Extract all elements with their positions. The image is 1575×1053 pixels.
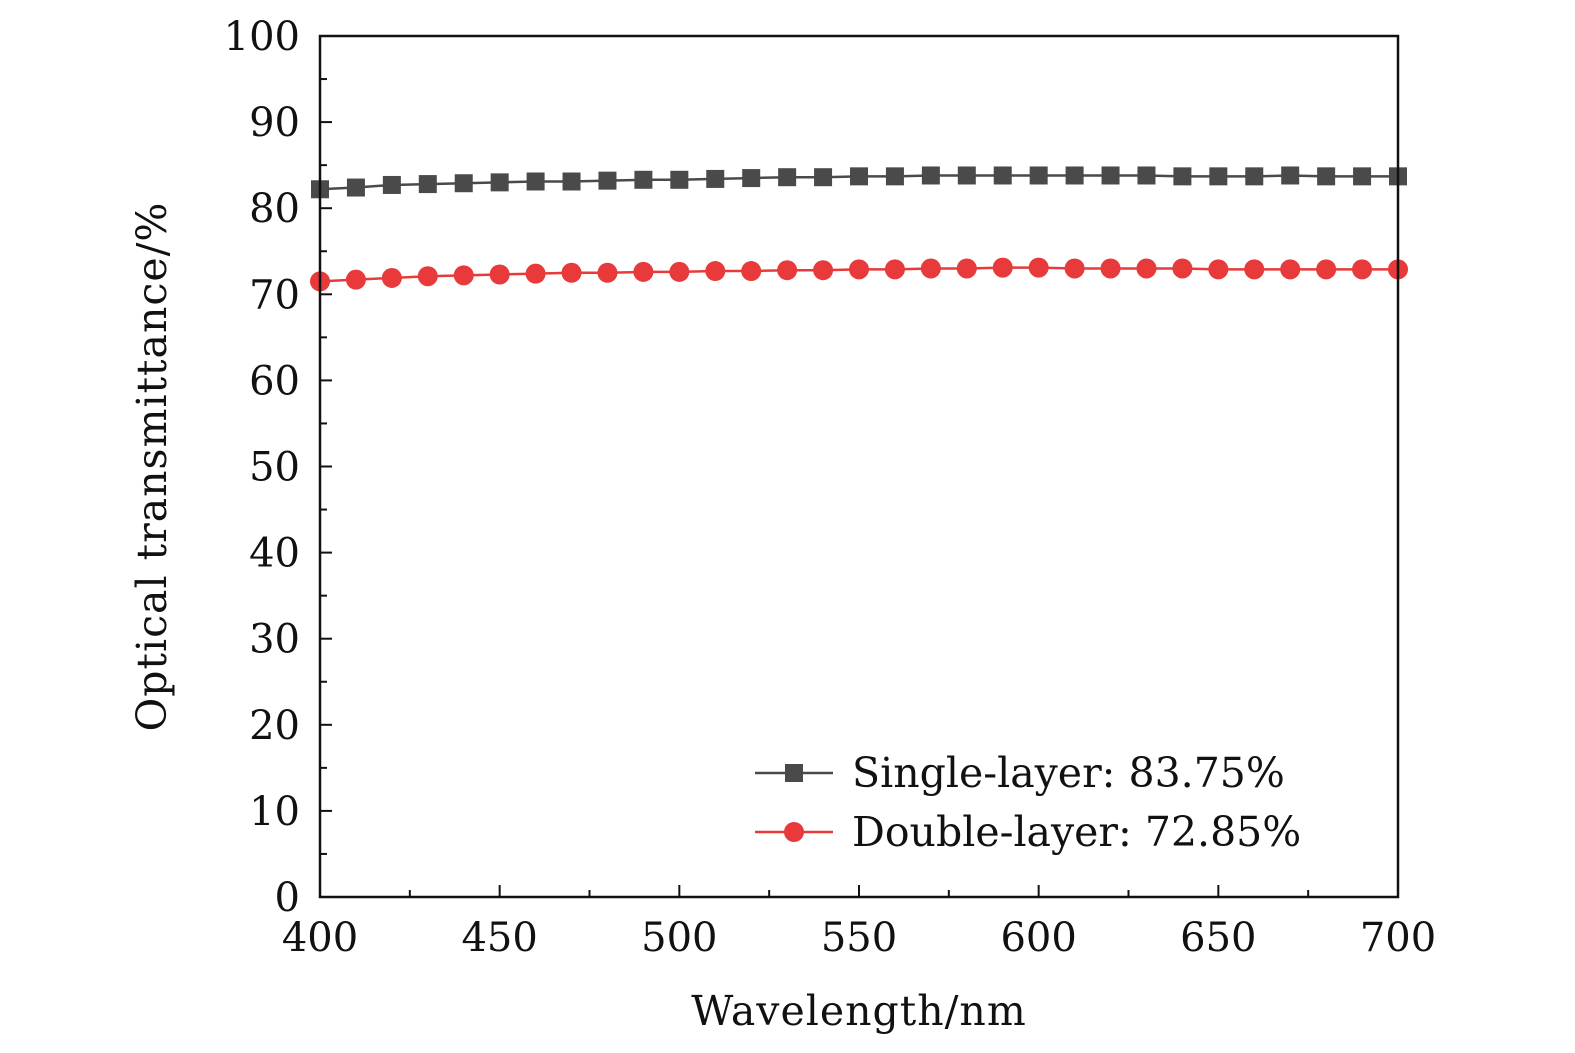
series-2-point [956, 258, 977, 279]
plot-series [310, 166, 1408, 292]
series-1-point [562, 172, 581, 191]
series-1-point [885, 167, 904, 186]
series-2-point [561, 262, 582, 283]
series-2-point [381, 267, 402, 288]
series-2-point [920, 258, 941, 279]
series-2-point [1064, 258, 1085, 279]
series-1-point [1029, 166, 1048, 185]
x-axis-title: Wavelength/nm [691, 987, 1026, 1035]
series-1-point [814, 168, 833, 187]
y-tick-label: 0 [275, 875, 300, 921]
series-1-point [1317, 167, 1336, 186]
y-tick-label: 90 [249, 100, 300, 146]
series-2-point [777, 260, 798, 281]
series-2-point [1028, 257, 1049, 278]
series-1-point [742, 169, 761, 188]
y-tick-label: 80 [249, 186, 300, 232]
series-1-point [850, 167, 868, 186]
series-2-point [1244, 259, 1265, 280]
series-1-point [1245, 167, 1264, 186]
series-2-point [417, 266, 438, 287]
series-2-point [1316, 259, 1337, 280]
series-1-point [778, 168, 797, 187]
series-1-point [382, 175, 401, 194]
legend-marker-1 [785, 764, 803, 782]
series-1-point [1353, 167, 1372, 186]
tick-labels: 0 10 20 30 40 50 60 70 80 90 100 400 450 500 550 600 650… [224, 14, 1437, 961]
x-tick-label: 450 [461, 915, 537, 961]
series-2-point [1172, 258, 1193, 279]
y-tick-label: 70 [249, 272, 300, 318]
series-2-point [597, 262, 618, 283]
y-tick-label: 30 [249, 617, 300, 663]
series-2-point [1280, 259, 1301, 280]
series-2-point [1352, 259, 1373, 280]
y-tick-label: 50 [249, 445, 300, 491]
y-tick-label: 60 [249, 358, 300, 404]
series-1-point [921, 166, 940, 185]
series-2-point [489, 264, 510, 285]
y-axis-title: Optical transmittance/% [128, 202, 176, 732]
series-1-point [670, 170, 689, 189]
x-tick-label: 400 [282, 915, 358, 961]
series-2-point [1100, 258, 1121, 279]
x-tick-label: 600 [1000, 915, 1076, 961]
series-2-point [345, 269, 366, 290]
series-1-point [634, 170, 653, 189]
plot-frame [318, 34, 1400, 899]
x-tick-label: 700 [1360, 915, 1436, 961]
legend-marker-2 [784, 822, 804, 842]
legend-label-1: Single-layer: 83.75% [852, 749, 1285, 797]
y-tick-label: 10 [249, 789, 300, 835]
series-1-point [1101, 166, 1120, 185]
series-2-point [1136, 258, 1157, 279]
x-tick-label: 650 [1180, 915, 1256, 961]
x-tick-label: 500 [641, 915, 717, 961]
series-2-point [992, 257, 1013, 278]
series-2-point [741, 261, 762, 282]
series-1-point [598, 171, 617, 190]
series-1-point [1065, 166, 1084, 185]
series-2-point [525, 263, 546, 284]
series-1-point [1173, 167, 1192, 186]
series-2-point [849, 259, 869, 280]
series-1-point [1281, 166, 1300, 185]
series-1-point [957, 166, 976, 185]
y-tick-label: 40 [249, 531, 300, 577]
legend: Single-layer: 83.75% Double-layer: 72.85% [755, 749, 1301, 856]
x-tick-label: 550 [821, 915, 897, 961]
series-1-point [418, 175, 437, 194]
series-2-point [813, 260, 834, 281]
y-tick-label: 100 [224, 14, 300, 60]
series-2-point [1208, 259, 1229, 280]
series-1-point [490, 173, 509, 192]
series-2-point [884, 259, 905, 280]
series-2-point [633, 261, 654, 282]
y-tick-label: 20 [249, 703, 300, 749]
series-2-point [705, 261, 726, 282]
series-1-point [1137, 166, 1156, 185]
series-1-point [993, 166, 1012, 185]
series-1-point [454, 174, 473, 193]
series-2-point [453, 265, 474, 286]
series-1-point [1209, 167, 1228, 186]
series-1-point [346, 178, 365, 197]
series-1-point [526, 172, 545, 191]
legend-label-2: Double-layer: 72.85% [852, 808, 1301, 856]
series-2-point [669, 261, 690, 282]
series-1-point [706, 169, 725, 188]
